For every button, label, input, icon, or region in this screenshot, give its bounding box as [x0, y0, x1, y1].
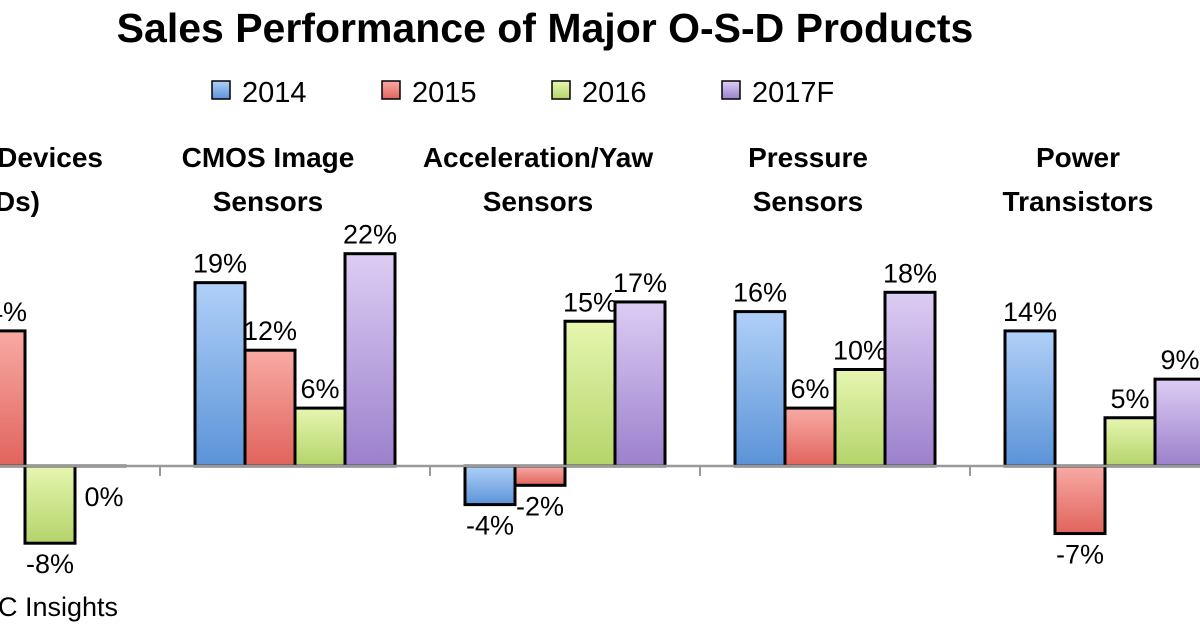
bar-2016: [563, 319, 617, 468]
data-label: -4%: [466, 511, 514, 541]
legend-item-2017F: 2017F: [721, 77, 834, 109]
legend: 2014 2015 2016 2017F: [211, 77, 834, 109]
legend-swatch: [721, 80, 741, 100]
legend-swatch: [551, 80, 571, 100]
data-label: 17%: [613, 268, 667, 298]
data-label: 9%: [1160, 345, 1199, 375]
data-label: 6%: [300, 374, 339, 404]
bar-2014: [463, 464, 517, 507]
legend-label: 2015: [412, 77, 477, 109]
category-labels: Devices Ds) CMOS Image Sensors Acceleration/…: [0, 142, 1153, 217]
legend-swatch: [211, 80, 231, 100]
category-label: Sensors: [753, 186, 864, 217]
bar-2015: [1053, 464, 1107, 536]
data-label: -2%: [516, 491, 564, 521]
bar-2017F: [1153, 377, 1200, 468]
data-labels: 19% -4% 16% 14% 14% 12% -2% 6% -7% -8% 6% 15% 10% 5% 0…: [0, 220, 1200, 580]
category-label: Pressure: [748, 142, 868, 173]
data-label: 5%: [1110, 384, 1149, 414]
bar-2016: [23, 464, 77, 545]
chart-title: Sales Performance of Major O-S-D Product…: [117, 5, 974, 51]
bar-2017F: [613, 300, 667, 468]
category-label: Ds): [0, 186, 40, 217]
legend-label: 2016: [582, 77, 647, 109]
category-label: Sensors: [213, 186, 324, 217]
data-label: 6%: [790, 374, 829, 404]
data-label: 22%: [343, 220, 397, 250]
data-label: 14%: [0, 297, 27, 327]
bar-2015: [243, 348, 297, 468]
source-note: C Insights: [0, 592, 118, 622]
category-label: Power: [1036, 142, 1120, 173]
category-label: Transistors: [1003, 186, 1154, 217]
data-label: -7%: [1056, 540, 1104, 570]
bar-2015: [0, 329, 27, 468]
data-label: 12%: [243, 316, 297, 346]
bar-2016: [833, 368, 887, 468]
data-label: 0%: [84, 482, 123, 512]
category-label: Sensors: [483, 186, 594, 217]
bar-2015: [783, 406, 837, 468]
data-label: 10%: [833, 336, 887, 366]
data-label: 15%: [563, 287, 617, 317]
legend-label: 2014: [242, 77, 307, 109]
data-label: 14%: [1003, 297, 1057, 327]
bar-2014: [1003, 329, 1057, 468]
legend-item-2015: 2015: [381, 77, 477, 109]
bar-2016: [1103, 416, 1157, 468]
bar-2015: [513, 464, 567, 487]
legend-item-2016: 2016: [551, 77, 647, 109]
bar-2017F: [343, 252, 397, 468]
legend-label: 2017F: [752, 77, 834, 109]
data-label: 19%: [193, 249, 247, 279]
bar-2017F: [883, 290, 937, 468]
legend-item-2014: 2014: [211, 77, 307, 109]
data-label: 16%: [733, 278, 787, 308]
bar-2014: [193, 281, 247, 468]
data-label: 18%: [883, 258, 937, 288]
bars: [0, 252, 1200, 545]
x-axis: [0, 464, 1200, 476]
data-label: -8%: [26, 549, 74, 579]
legend-swatch: [381, 80, 401, 100]
bar-2016: [293, 406, 347, 468]
category-label: Acceleration/Yaw: [423, 142, 654, 173]
category-label: CMOS Image: [182, 142, 355, 173]
category-label: Devices: [0, 142, 103, 173]
bar-2014: [733, 310, 787, 468]
